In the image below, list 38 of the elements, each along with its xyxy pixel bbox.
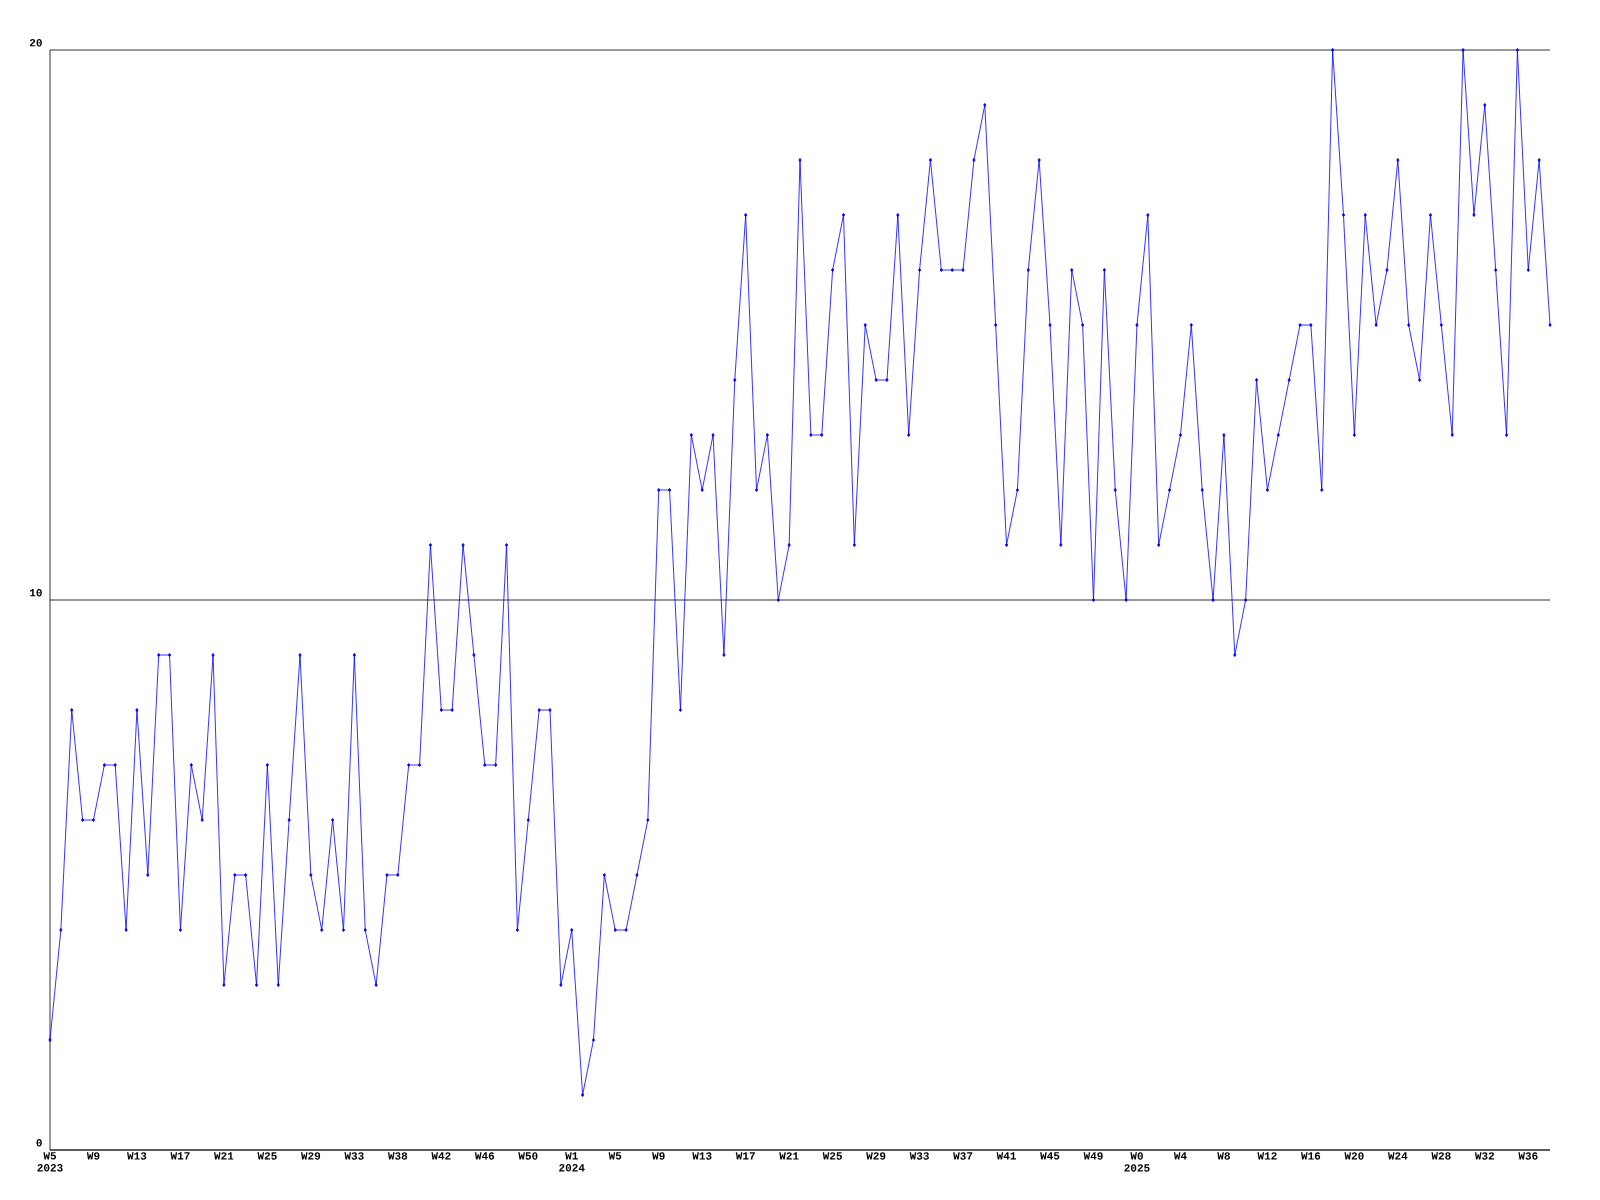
x-tick-label: W36 [1518, 1152, 1538, 1160]
y-tick-label: 10 [30, 589, 42, 597]
x-tick-label: W12 [1257, 1152, 1277, 1160]
x-tick-label: W50 [518, 1152, 538, 1160]
x-tick-label: W5 2023 [37, 1152, 63, 1172]
x-tick-label: W21 [779, 1152, 799, 1160]
x-tick-label: W24 [1387, 1152, 1408, 1160]
x-tick-label: W49 [1083, 1152, 1103, 1160]
x-tick-label: W13 [127, 1152, 147, 1160]
x-tick-label: W33 [909, 1152, 929, 1160]
x-tick-label: W25 [822, 1152, 842, 1160]
x-tick-label: W32 [1474, 1152, 1495, 1160]
x-tick-label: W0 2025 [1124, 1152, 1150, 1172]
x-tick-label: W29 [866, 1152, 886, 1160]
x-tick-label: W8 [1217, 1152, 1230, 1160]
x-tick-label: W13 [692, 1152, 712, 1160]
x-tick-label: W29 [300, 1152, 321, 1160]
x-tick-label: W17 [735, 1152, 755, 1160]
x-tick-label: W25 [257, 1152, 277, 1160]
x-tick-label: W45 [1040, 1152, 1060, 1160]
x-tick-label: W46 [474, 1152, 495, 1160]
x-tick-label: W42 [431, 1152, 451, 1160]
x-tick-label: W4 [1173, 1152, 1187, 1160]
x-tick-label: W1 2024 [559, 1152, 585, 1172]
x-tick-label: W20 [1344, 1152, 1364, 1160]
y-tick-label: 0 [36, 1139, 42, 1147]
x-tick-label: W5 [608, 1152, 622, 1160]
y-tick-label: 20 [29, 39, 42, 47]
x-tick-label: W28 [1431, 1152, 1451, 1160]
x-tick-label: W21 [214, 1152, 234, 1160]
x-tick-label: W37 [953, 1152, 973, 1160]
x-tick-label: W38 [387, 1152, 408, 1160]
x-tick-label: W17 [170, 1152, 190, 1160]
x-tick-label: W16 [1300, 1152, 1321, 1160]
x-tick-label: W33 [344, 1152, 364, 1160]
x-tick-label: W41 [996, 1152, 1016, 1160]
x-tick-label: W9 [86, 1152, 100, 1160]
x-tick-label: W9 [652, 1152, 665, 1160]
